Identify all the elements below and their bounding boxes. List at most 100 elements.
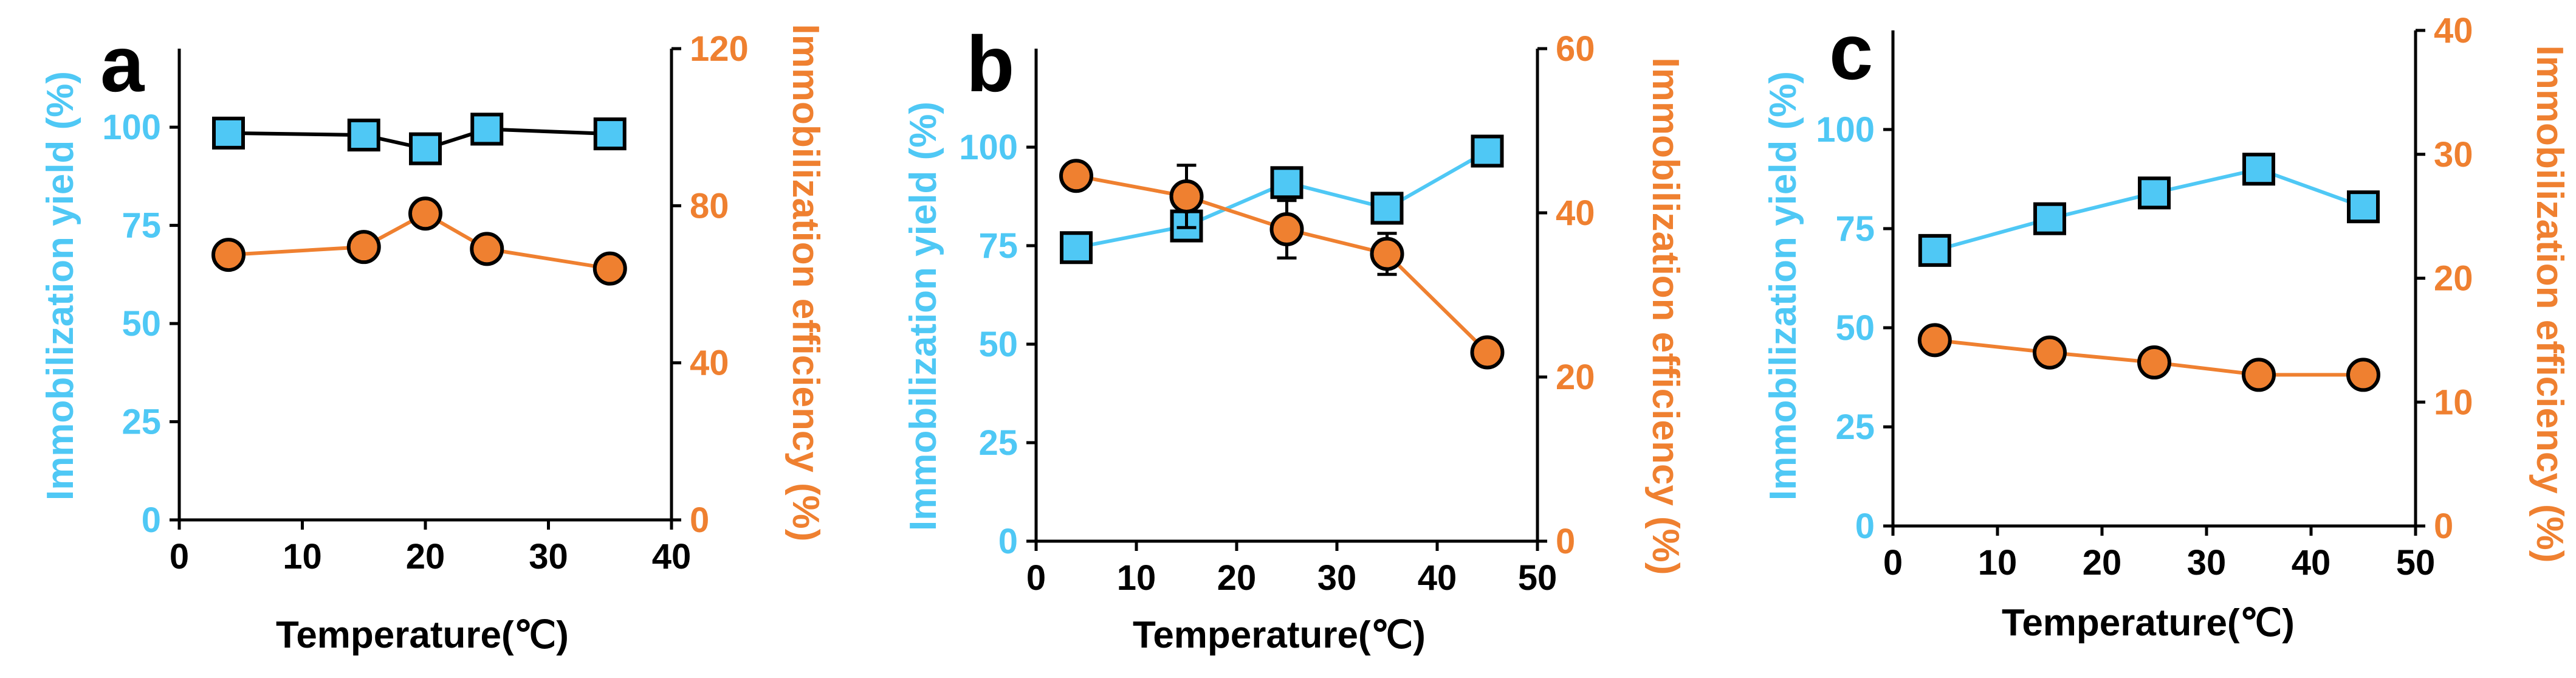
data-marks	[1917, 153, 2380, 392]
x-axis-title: Temperature(℃)	[1133, 614, 1426, 656]
y-left-tick-label: 0	[1855, 507, 1875, 546]
x-tick-label: 50	[2396, 543, 2436, 583]
panel-a: a Immobilization yield (%) Immobilizatio…	[39, 19, 826, 656]
y-left-tick-label: 100	[1816, 110, 1875, 150]
y-left-tick-label: 25	[978, 423, 1018, 463]
yield-data-point	[1060, 231, 1093, 265]
y-right-tick-label: 20	[1556, 358, 1595, 397]
y-right-tick-label: 0	[2434, 507, 2453, 546]
x-tick-label: 30	[529, 537, 568, 576]
efficiency-data-point	[1269, 212, 1304, 246]
x-tick-label: 20	[406, 537, 445, 576]
efficiency-data-point	[2242, 358, 2276, 392]
yield-data-point	[593, 117, 627, 151]
y-left-tick-label: 75	[978, 226, 1018, 266]
yield-data-point	[212, 116, 245, 150]
data-marks	[1059, 134, 1505, 370]
y-right-tick-label: 30	[2434, 135, 2473, 175]
efficiency-data-point	[2033, 335, 2067, 370]
yield-data-point	[1270, 166, 1303, 199]
efficiency-data-point	[1470, 335, 1505, 370]
x-tick-label: 50	[1518, 558, 1558, 598]
efficiency-series-line	[1076, 174, 1489, 354]
yield-data-point	[1918, 233, 1951, 267]
y-left-tick-label: 100	[959, 128, 1018, 167]
efficiency-data-point	[2137, 345, 2171, 380]
y-right-tick-label: 120	[690, 29, 749, 69]
y-left-tick-label: 25	[1835, 407, 1875, 447]
efficiency-data-point	[211, 238, 246, 272]
x-tick-label: 10	[1978, 543, 2018, 583]
yield-data-point	[347, 119, 380, 152]
x-tick-label: 40	[2292, 543, 2331, 583]
y-left-tick-label: 0	[998, 522, 1018, 561]
y-left-tick-label: 75	[1835, 209, 1875, 249]
x-tick-label: 30	[2187, 543, 2227, 583]
y-right-tick-label: 40	[1556, 193, 1595, 233]
x-axis-title: Temperature(℃)	[276, 614, 569, 656]
y-left-tick-label: 50	[122, 304, 161, 344]
x-tick-label: 30	[1317, 558, 1357, 598]
x-tick-label: 10	[1117, 558, 1156, 598]
y-right-tick-label: 0	[690, 500, 709, 540]
efficiency-data-point	[1917, 323, 1952, 358]
y-right-axis-title: Immobilization efficiency (%)	[785, 24, 826, 542]
x-tick-label: 20	[2083, 543, 2122, 583]
x-tick-label: 0	[1883, 543, 1903, 583]
y-right-tick-label: 60	[1556, 29, 1595, 69]
y-left-tick-label: 100	[102, 108, 161, 147]
y-left-axis-title: Immobilization yield (%)	[39, 71, 81, 500]
plot-frame	[170, 47, 681, 530]
y-right-tick-label: 0	[1556, 522, 1575, 561]
efficiency-data-point	[592, 251, 627, 286]
yield-data-point	[1471, 134, 1504, 168]
y-left-tick-label: 0	[142, 500, 161, 540]
efficiency-data-point	[2346, 358, 2380, 392]
data-marks	[211, 112, 627, 286]
y-right-tick-label: 80	[690, 186, 729, 226]
x-tick-label: 20	[1217, 558, 1257, 598]
yield-data-point	[470, 112, 504, 146]
x-axis-title: Temperature(℃)	[2002, 602, 2295, 644]
x-tick-label: 40	[1418, 558, 1457, 598]
y-right-tick-label: 40	[2434, 11, 2473, 50]
yield-data-point	[409, 132, 442, 165]
efficiency-data-point	[1169, 179, 1204, 213]
yield-data-point	[2138, 176, 2171, 210]
x-tick-label: 10	[283, 537, 322, 576]
y-right-tick-label: 40	[690, 344, 729, 383]
y-right-axis-title: Immobilization efficiency (%)	[1644, 58, 1686, 575]
panel-label-a: a	[100, 19, 145, 108]
efficiency-data-point	[408, 196, 442, 231]
y-right-tick-label: 10	[2434, 382, 2473, 422]
y-left-tick-label: 25	[122, 403, 161, 442]
y-left-tick-label: 50	[978, 325, 1018, 364]
y-left-tick-label: 50	[1835, 308, 1875, 348]
x-tick-label: 0	[1026, 558, 1046, 598]
panel-label-b: b	[966, 19, 1014, 108]
panel-label-c: c	[1829, 7, 1873, 96]
panel-c: c Immobilization yield (%) Immobilizatio…	[1762, 7, 2571, 644]
yield-data-point	[2033, 202, 2066, 235]
x-tick-label: 0	[170, 537, 189, 576]
y-left-tick-label: 75	[122, 206, 161, 246]
efficiency-data-point	[346, 230, 381, 265]
y-right-tick-label: 20	[2434, 259, 2473, 299]
yield-data-point	[2347, 190, 2380, 224]
yield-data-point	[2242, 153, 2275, 186]
efficiency-data-point	[1059, 159, 1093, 193]
plot-frame	[1883, 29, 2425, 536]
y-left-axis-title: Immobilization yield (%)	[902, 102, 944, 531]
efficiency-data-point	[1370, 237, 1404, 271]
plot-frame	[1026, 47, 1547, 551]
y-right-axis-title: Immobilization efficiency (%)	[2529, 46, 2571, 563]
x-tick-label: 40	[652, 537, 692, 576]
panel-b: b Immobilization yield (%) Immobilizatio…	[902, 19, 1686, 656]
yield-data-point	[1370, 192, 1404, 225]
efficiency-data-point	[470, 232, 504, 266]
y-left-axis-title: Immobilization yield (%)	[1762, 71, 1804, 500]
